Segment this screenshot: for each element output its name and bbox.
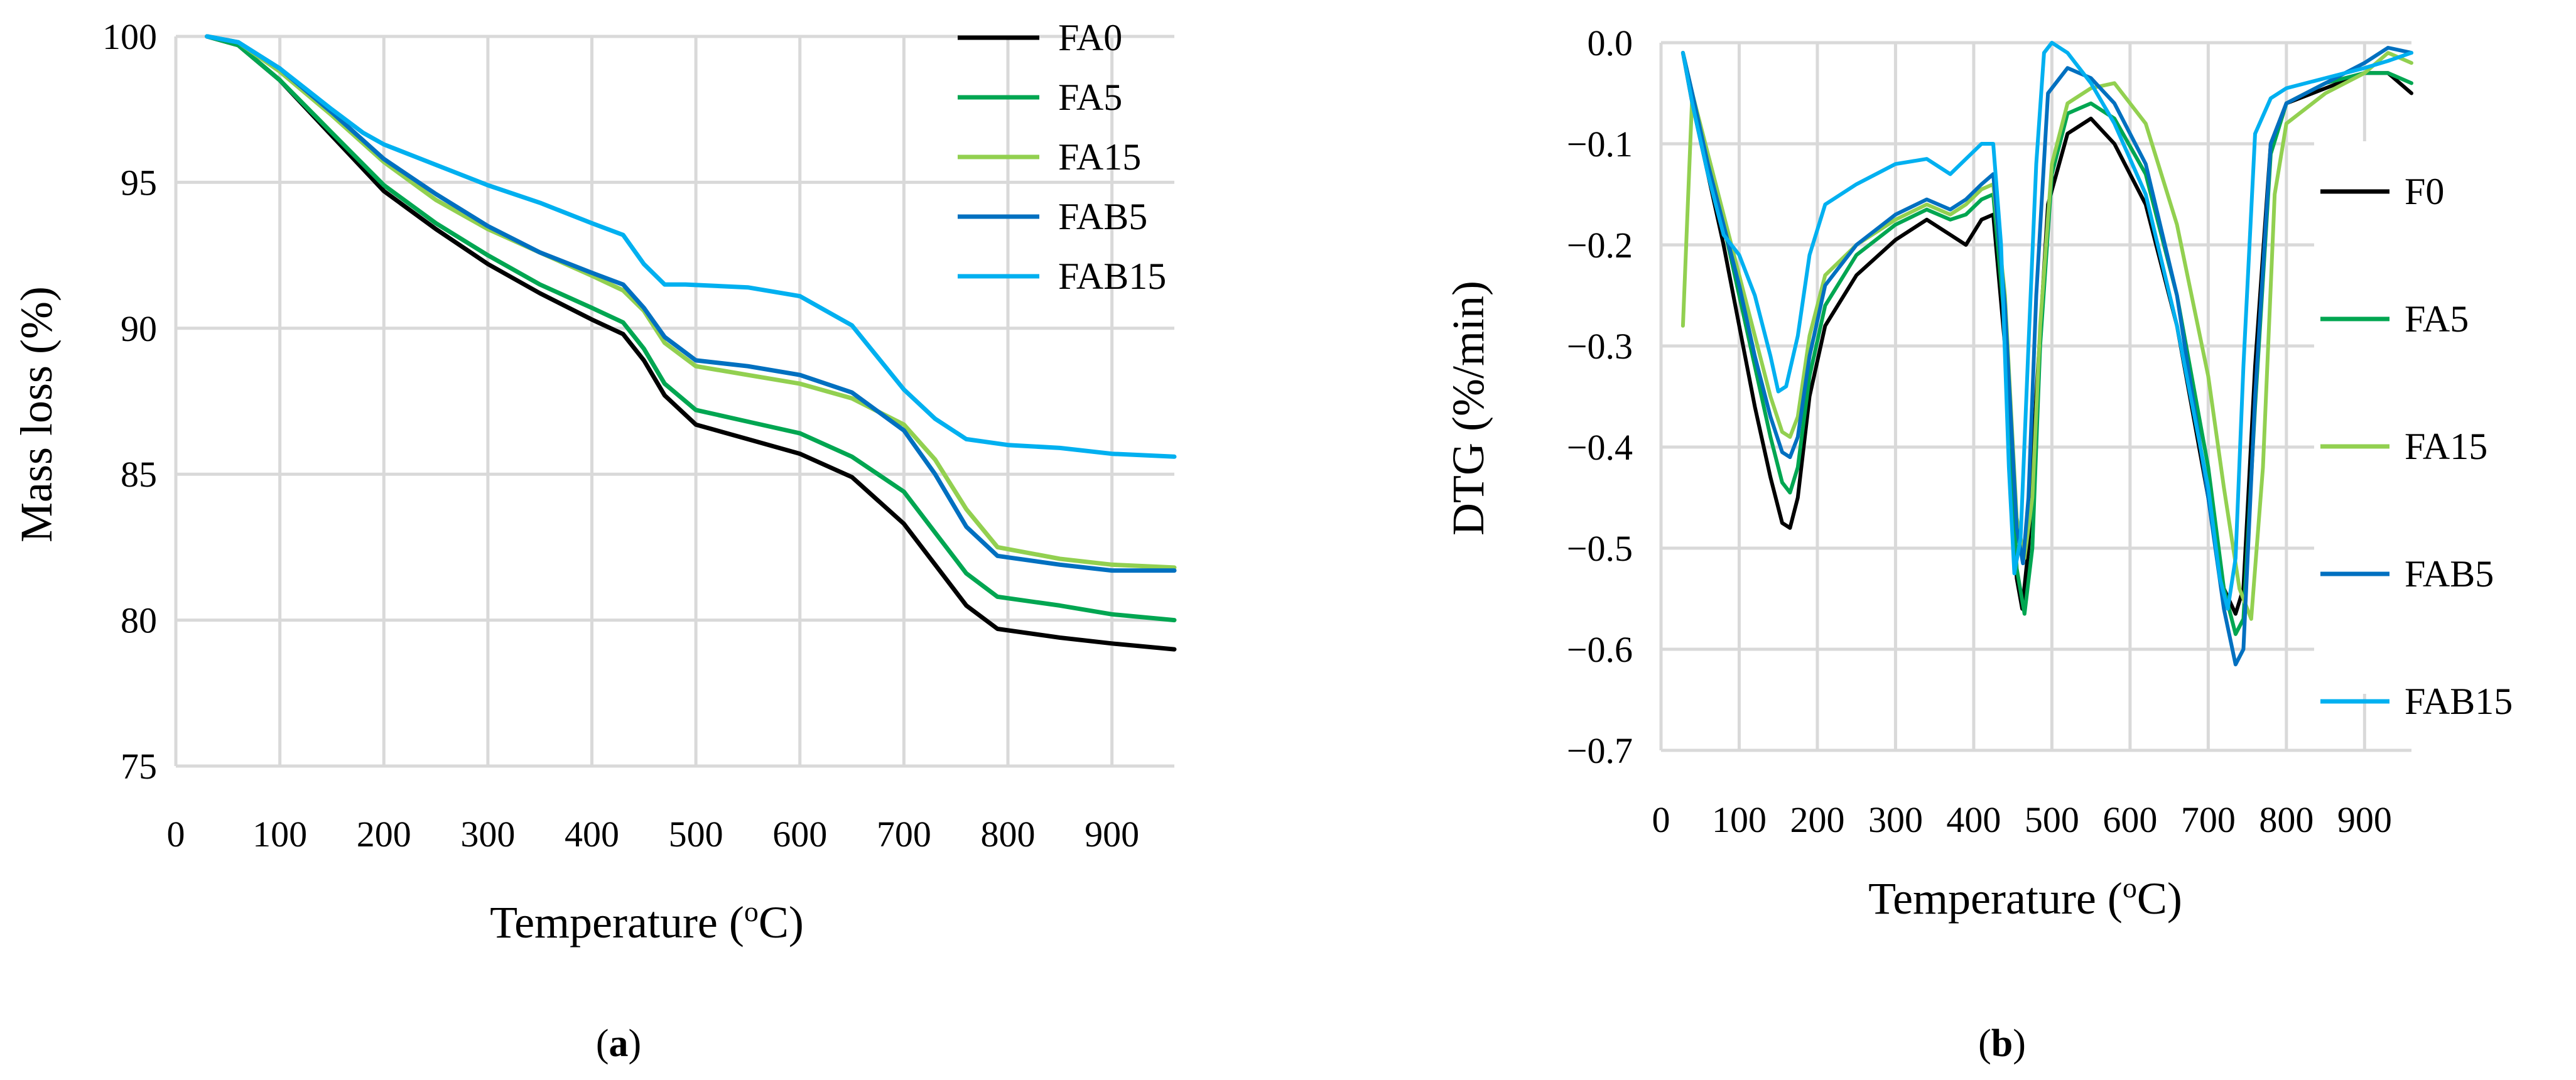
chart-a-axes bbox=[174, 36, 1174, 768]
chart-b-x-tick-label: 700 bbox=[2181, 799, 2236, 840]
chart-a-x-tick-label: 500 bbox=[669, 814, 723, 855]
chart-a-x-axis-title-rest: C) bbox=[759, 897, 804, 948]
panel-label-b: (b) bbox=[1978, 1022, 2026, 1065]
chart-a-series-fa0 bbox=[205, 34, 1177, 652]
chart-b-x-tick-label: 200 bbox=[1790, 799, 1844, 840]
chart-a-x-axis-title-superscript: o bbox=[744, 895, 759, 927]
chart-b-y-tick-label: −0.5 bbox=[1567, 528, 1633, 569]
chart-b-gridlines bbox=[1661, 41, 2411, 750]
chart-b-legend-label-fa15: FA15 bbox=[2405, 426, 2487, 467]
chart-a-y-tick-label: 95 bbox=[121, 162, 157, 203]
chart-b-x-tick-labels: 0 100 200 300 400 500 600 700 800 900 bbox=[1652, 799, 2392, 840]
panel-label-a-close: ) bbox=[629, 1022, 642, 1065]
chart-b-x-tick-label: 0 bbox=[1652, 799, 1670, 840]
panel-label-a-open: ( bbox=[596, 1022, 609, 1065]
chart-b-legend: F0 FA5 FA15 FAB5 FAB15 bbox=[2314, 141, 2576, 722]
chart-a-y-tick-label: 90 bbox=[121, 308, 157, 349]
chart-b-x-tick-label: 600 bbox=[2102, 799, 2157, 840]
chart-b-legend-label-fa5: FA5 bbox=[2405, 298, 2469, 340]
chart-a-x-tick-label: 900 bbox=[1085, 814, 1139, 855]
chart-a-series-fa5 bbox=[205, 34, 1177, 623]
chart-b-legend-label-fab15: FAB15 bbox=[2405, 681, 2513, 722]
chart-b-y-axis-title: DTG (%/min) bbox=[1443, 281, 1493, 536]
chart-a-y-tick-label: 100 bbox=[102, 16, 157, 57]
chart-b-axes bbox=[1659, 43, 2411, 752]
chart-a-legend-label-fa15: FA15 bbox=[1058, 136, 1141, 178]
panel-label-b-close: ) bbox=[2013, 1022, 2026, 1065]
chart-b-series-fab5 bbox=[1680, 46, 2413, 667]
chart-b-x-axis-title-main: Temperature ( bbox=[1868, 873, 2123, 924]
chart-a-y-tick-label: 75 bbox=[121, 746, 157, 787]
chart-a-x-tick-label: 700 bbox=[877, 814, 931, 855]
chart-b-x-axis-title-superscript: o bbox=[2123, 872, 2137, 904]
chart-b-x-tick-label: 400 bbox=[1946, 799, 2001, 840]
chart-b-y-tick-label: −0.1 bbox=[1567, 124, 1633, 165]
chart-a-legend-label-fab15: FAB15 bbox=[1058, 256, 1166, 297]
chart-b-y-tick-label: 0.0 bbox=[1588, 23, 1633, 63]
chart-a-series-fa15 bbox=[205, 34, 1177, 570]
chart-a-y-axis-title: Mass loss (%) bbox=[11, 286, 62, 543]
chart-b-legend-background bbox=[2314, 141, 2576, 694]
chart-a-y-tick-label: 80 bbox=[121, 600, 157, 641]
chart-b-x-axis-title: Temperature (oC) bbox=[1868, 872, 2182, 924]
chart-a-series-fab15 bbox=[205, 34, 1177, 459]
chart-a-x-tick-label: 200 bbox=[357, 814, 411, 855]
chart-b-x-tick-label: 800 bbox=[2259, 799, 2314, 840]
chart-b-y-tick-label: −0.7 bbox=[1567, 730, 1633, 771]
chart-panel-a: 75 80 85 90 95 100 0 100 200 300 400 500 600 700 800 9… bbox=[11, 16, 1177, 1065]
panel-label-a-letter: a bbox=[609, 1022, 629, 1065]
chart-a-series-fab5 bbox=[205, 34, 1177, 573]
chart-b-series-lines bbox=[1680, 41, 2413, 667]
chart-b-x-tick-label: 900 bbox=[2337, 799, 2392, 840]
chart-a-x-axis-title-main: Temperature ( bbox=[490, 897, 744, 948]
chart-a-x-tick-label: 100 bbox=[252, 814, 307, 855]
chart-b-x-tick-label: 500 bbox=[2025, 799, 2079, 840]
chart-a-y-tick-labels: 75 80 85 90 95 100 bbox=[102, 16, 157, 787]
chart-a-gridlines bbox=[176, 35, 1174, 766]
chart-a-x-tick-labels: 0 100 200 300 400 500 600 700 800 900 bbox=[167, 814, 1140, 855]
chart-a-x-tick-label: 0 bbox=[167, 814, 185, 855]
chart-b-legend-label-fab5: FAB5 bbox=[2405, 553, 2494, 595]
chart-b-y-tick-labels: 0.0 −0.1 −0.2 −0.3 −0.4 −0.5 −0.6 −0.7 bbox=[1567, 23, 1633, 771]
panel-label-b-open: ( bbox=[1978, 1022, 1991, 1065]
panel-label-b-letter: b bbox=[1991, 1022, 2013, 1065]
chart-a-x-tick-label: 400 bbox=[565, 814, 619, 855]
chart-a-legend-label-fab5: FAB5 bbox=[1058, 196, 1147, 237]
chart-b-y-tick-label: −0.3 bbox=[1567, 326, 1633, 367]
chart-a-legend: FA0 FA5 FA15 FAB5 FAB15 bbox=[958, 17, 1166, 297]
panel-label-a: (a) bbox=[596, 1022, 641, 1065]
chart-b-y-tick-label: −0.6 bbox=[1567, 629, 1633, 670]
chart-b-y-tick-label: −0.2 bbox=[1567, 225, 1633, 266]
chart-b-x-tick-label: 100 bbox=[1712, 799, 1767, 840]
chart-panel-b: 0.0 −0.1 −0.2 −0.3 −0.4 −0.5 −0.6 −0.7 0 100 200 3… bbox=[1443, 23, 2576, 1065]
chart-a-legend-label-fa5: FA5 bbox=[1058, 77, 1122, 118]
chart-a-x-tick-label: 600 bbox=[772, 814, 827, 855]
chart-a-legend-label-fa0: FA0 bbox=[1058, 17, 1122, 58]
chart-b-y-tick-label: −0.4 bbox=[1567, 427, 1633, 468]
chart-b-x-tick-label: 300 bbox=[1868, 799, 1923, 840]
chart-b-x-axis-title-rest: C) bbox=[2137, 873, 2182, 924]
chart-a-x-tick-label: 300 bbox=[460, 814, 515, 855]
chart-b-legend-label-f0: F0 bbox=[2405, 171, 2444, 212]
chart-a-series-lines bbox=[205, 34, 1177, 652]
chart-a-y-tick-label: 85 bbox=[121, 454, 157, 495]
chart-a-x-axis-title: Temperature (oC) bbox=[490, 895, 804, 948]
chart-a-x-tick-label: 800 bbox=[981, 814, 1036, 855]
chart-b-series-fab15 bbox=[1680, 41, 2413, 611]
